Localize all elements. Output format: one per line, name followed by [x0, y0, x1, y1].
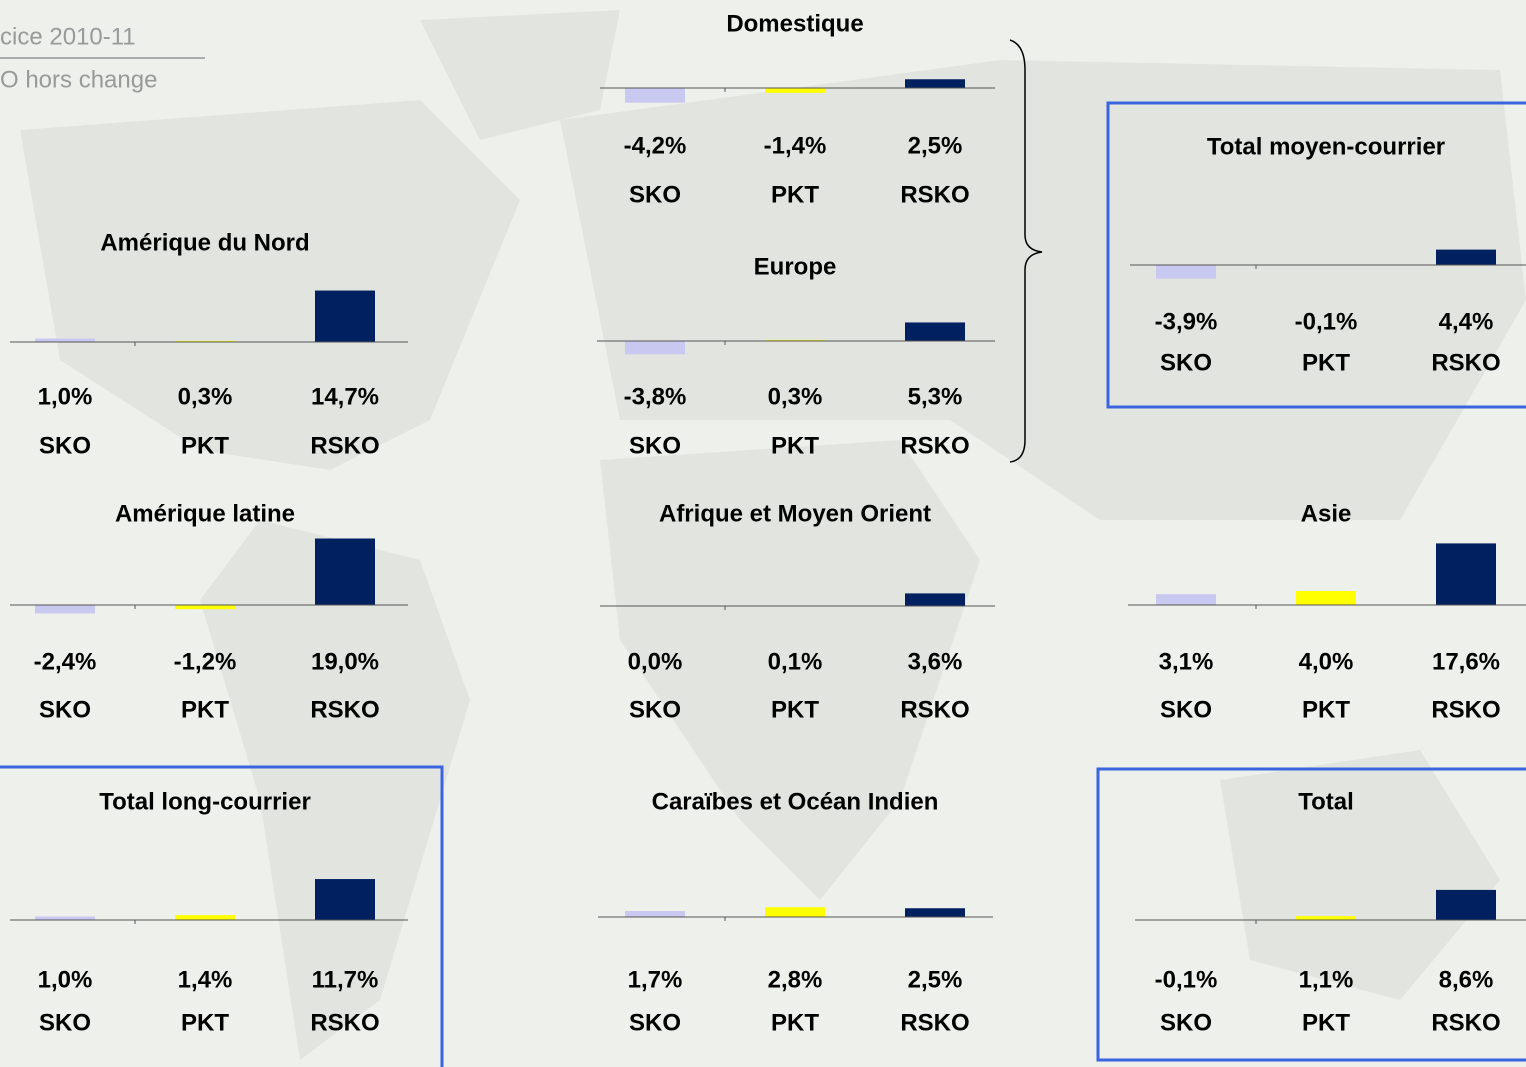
value-label: 0,1% — [768, 648, 823, 675]
value-label: -1,4% — [764, 132, 827, 159]
value-label: -1,2% — [174, 648, 237, 675]
value-label: -3,9% — [1155, 308, 1218, 335]
category-label: SKO — [629, 181, 681, 208]
chart-title: Total moyen-courrier — [1207, 133, 1445, 160]
value-label: 2,8% — [768, 966, 823, 993]
category-label: PKT — [771, 181, 819, 208]
bar — [1156, 265, 1216, 279]
category-label: RSKO — [900, 1009, 969, 1036]
category-label: RSKO — [1431, 1009, 1500, 1036]
category-label: RSKO — [310, 696, 379, 723]
value-label: -2,4% — [34, 648, 97, 675]
bar — [905, 79, 965, 88]
value-label: 5,3% — [908, 383, 963, 410]
value-label: 14,7% — [311, 383, 379, 410]
bar — [315, 291, 375, 342]
value-label: 2,5% — [908, 966, 963, 993]
header-subtitle: O hors change — [0, 66, 157, 93]
category-label: RSKO — [900, 432, 969, 459]
category-label: SKO — [629, 696, 681, 723]
slide: cice 2010-11 O hors change Domestique -4,… — [0, 0, 1526, 1067]
category-label: RSKO — [310, 432, 379, 459]
value-label: 3,6% — [908, 648, 963, 675]
category-label: PKT — [181, 432, 229, 459]
category-label: PKT — [1302, 1009, 1350, 1036]
value-label: 1,0% — [38, 966, 93, 993]
value-label: 11,7% — [312, 966, 379, 993]
category-label: RSKO — [900, 181, 969, 208]
header-title: cice 2010-11 — [0, 23, 136, 50]
chart-title: Afrique et Moyen Orient — [659, 500, 931, 527]
category-label: RSKO — [1431, 696, 1500, 723]
map-background — [20, 10, 1526, 1060]
category-label: SKO — [39, 1009, 91, 1036]
bar — [765, 907, 825, 917]
category-label: SKO — [1160, 349, 1212, 376]
chart-title: Total long-courrier — [99, 788, 311, 815]
category-label: PKT — [771, 432, 819, 459]
value-label: 19,0% — [311, 648, 379, 675]
bar — [1296, 916, 1356, 920]
value-label: -0,1% — [1295, 308, 1358, 335]
category-label: PKT — [181, 696, 229, 723]
chart-title: Amérique du Nord — [100, 229, 309, 256]
value-label: -4,2% — [624, 132, 687, 159]
bar — [1156, 594, 1216, 605]
bar — [625, 88, 685, 103]
category-label: PKT — [771, 1009, 819, 1036]
category-label: PKT — [1302, 349, 1350, 376]
value-label: 4,0% — [1299, 648, 1354, 675]
value-label: 2,5% — [908, 132, 963, 159]
value-label: 0,3% — [768, 383, 823, 410]
value-label: 4,4% — [1439, 308, 1494, 335]
bar — [35, 605, 95, 613]
category-label: SKO — [629, 1009, 681, 1036]
value-label: 8,6% — [1439, 966, 1494, 993]
bar — [35, 917, 95, 921]
chart-title: Amérique latine — [115, 500, 295, 527]
value-label: 17,6% — [1432, 648, 1500, 675]
value-label: 1,0% — [38, 383, 93, 410]
value-label: -0,1% — [1155, 966, 1218, 993]
category-label: SKO — [629, 432, 681, 459]
bar — [905, 322, 965, 341]
value-label: -3,8% — [624, 383, 687, 410]
category-label: SKO — [1160, 696, 1212, 723]
bar — [35, 339, 95, 343]
bar — [175, 605, 235, 609]
value-label: 1,7% — [628, 966, 683, 993]
chart-title: Total — [1298, 788, 1354, 815]
chart-title: Asie — [1301, 500, 1352, 527]
value-label: 1,1% — [1299, 966, 1354, 993]
value-label: 0,3% — [178, 383, 233, 410]
chart-title: Domestique — [726, 10, 863, 37]
category-label: RSKO — [1431, 349, 1500, 376]
category-label: SKO — [39, 696, 91, 723]
category-label: PKT — [1302, 696, 1350, 723]
category-label: PKT — [181, 1009, 229, 1036]
bar — [765, 88, 825, 93]
value-label: 3,1% — [1159, 648, 1214, 675]
bar — [1296, 591, 1356, 605]
bar — [315, 539, 375, 606]
category-label: SKO — [1160, 1009, 1212, 1036]
category-label: RSKO — [310, 1009, 379, 1036]
bar — [625, 341, 685, 354]
chart-title: Caraïbes et Océan Indien — [652, 788, 939, 815]
bar — [905, 593, 965, 606]
bar — [315, 879, 375, 920]
category-label: PKT — [771, 696, 819, 723]
bar — [905, 908, 965, 917]
bar — [1436, 250, 1496, 265]
bar — [1436, 890, 1496, 920]
category-label: RSKO — [900, 696, 969, 723]
bar — [625, 911, 685, 917]
value-label: 1,4% — [178, 966, 233, 993]
category-label: SKO — [39, 432, 91, 459]
bar — [1436, 543, 1496, 605]
chart-title: Europe — [754, 253, 837, 280]
bar — [175, 915, 235, 920]
value-label: 0,0% — [628, 648, 683, 675]
